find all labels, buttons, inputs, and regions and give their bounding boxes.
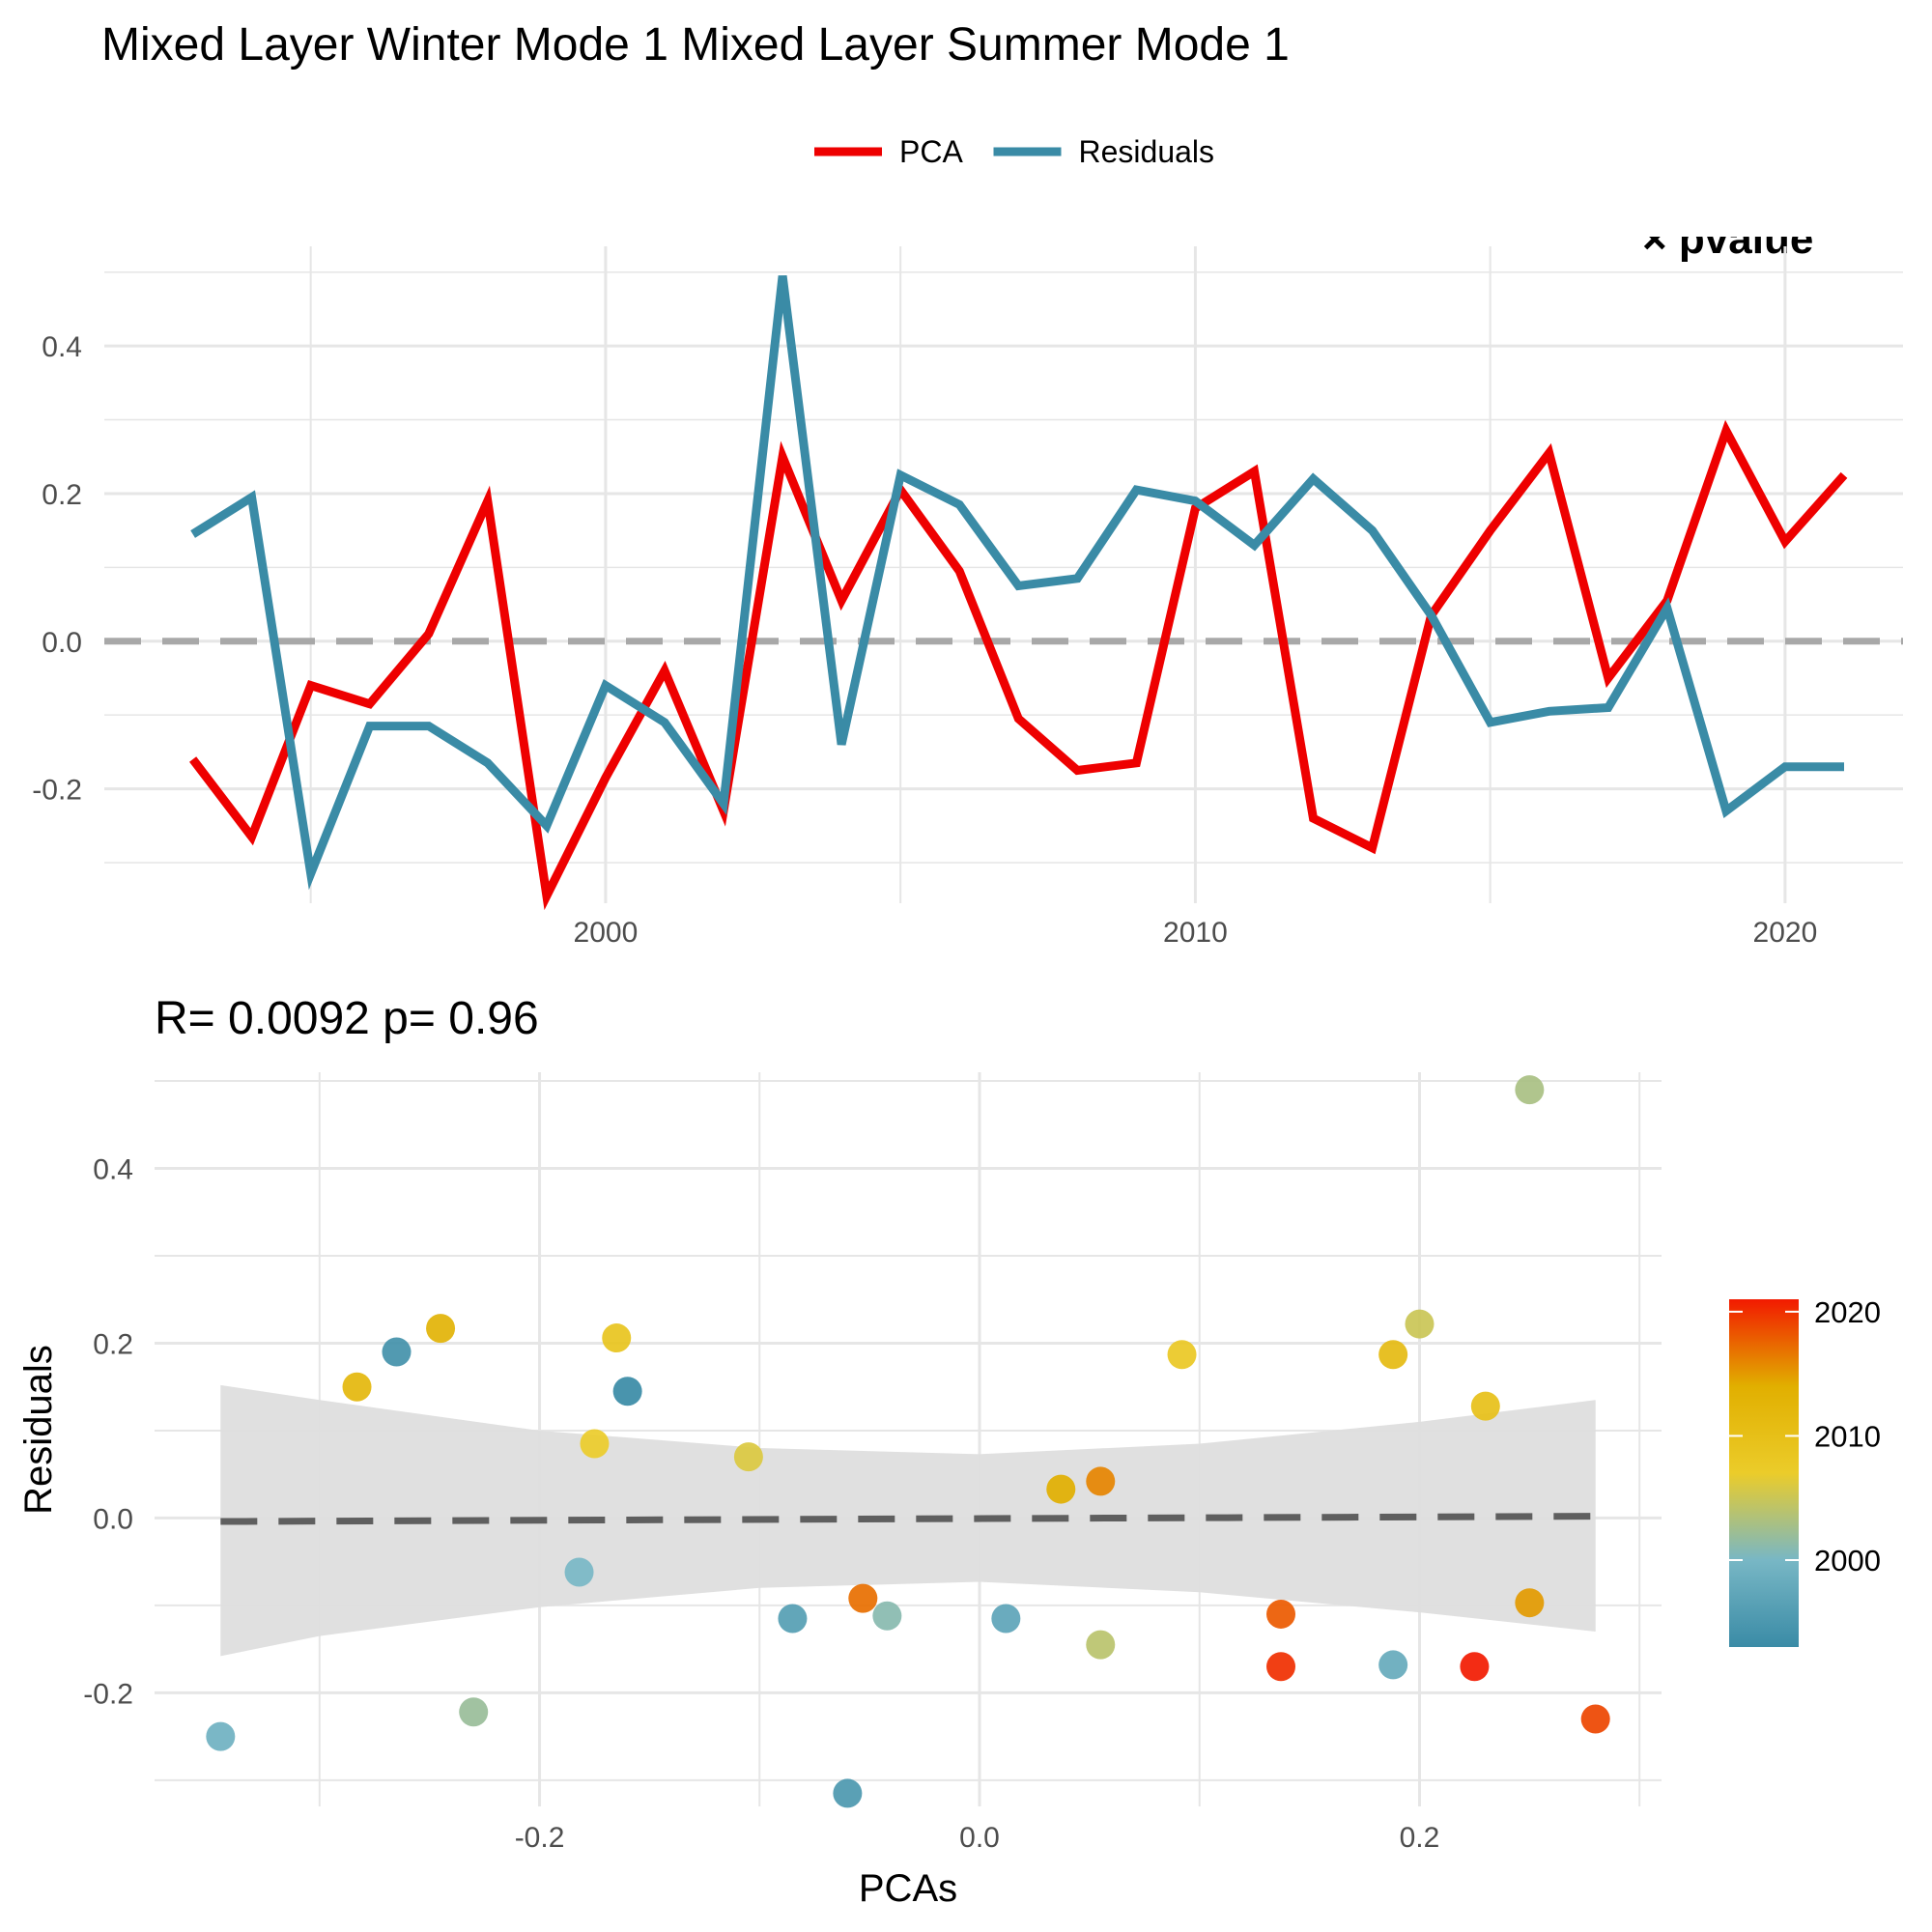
scatter-point [1266, 1652, 1296, 1682]
timeseries-x-tick-label: 2000 [574, 917, 639, 949]
scatter-point [848, 1583, 878, 1613]
colorbar-tick-label: 2020 [1814, 1295, 1881, 1329]
series-line-residuals [190, 275, 1844, 891]
legend-label-pca: PCA [899, 134, 963, 169]
scatter-y-tick-label: -0.2 [83, 1678, 133, 1710]
scatter-point [602, 1323, 632, 1353]
confidence-ribbon [220, 1384, 1596, 1657]
scatter-point [206, 1721, 236, 1751]
scatter-y-tick-label: 0.2 [93, 1328, 133, 1360]
timeseries-y-tick-label: 0.0 [42, 627, 82, 659]
scatter-point [778, 1604, 808, 1634]
scatter-y-tick-label: 0.0 [93, 1503, 133, 1535]
scatter-point [612, 1377, 642, 1406]
scatter-point [564, 1557, 594, 1587]
colorbar: 2000 2010 2020 [1729, 1295, 1881, 1647]
scatter-point [1167, 1340, 1197, 1370]
scatter-point [833, 1778, 863, 1808]
scatter-point [1470, 1391, 1500, 1421]
scatter-point [991, 1604, 1021, 1634]
corner-fragment: × pvalue [1642, 215, 1813, 263]
scatter-point [382, 1337, 412, 1367]
legend-label-residuals: Residuals [1079, 134, 1215, 169]
scatter-point [1515, 1075, 1545, 1105]
scatter-y-axis-title: Residuals [17, 1345, 60, 1515]
figure-title: Mixed Layer Winter Mode 1 Mixed Layer Su… [101, 19, 1290, 71]
scatter-point [580, 1429, 610, 1459]
timeseries-x-tick-label: 2010 [1163, 917, 1228, 949]
series-line-pca [189, 419, 1848, 911]
scatter-point [1460, 1652, 1490, 1682]
timeseries-y-tick-label: 0.2 [42, 479, 82, 511]
timeseries-y-tick-label: -0.2 [32, 775, 82, 807]
scatter-point [1378, 1340, 1408, 1370]
colorbar-tick-label: 2010 [1814, 1419, 1881, 1453]
scatter-point [1086, 1630, 1116, 1660]
scatter-point [872, 1601, 902, 1631]
scatter-point [733, 1442, 763, 1472]
scatter-point [1266, 1599, 1296, 1629]
scatter-x-tick-label: 0.0 [959, 1822, 1000, 1854]
scatter-point [1086, 1466, 1116, 1496]
timeseries-y-tick-label: 0.4 [42, 331, 82, 363]
scatter-point [1046, 1474, 1076, 1504]
colorbar-tick-label: 2000 [1814, 1544, 1881, 1577]
scatter-point [1580, 1704, 1610, 1734]
timeseries-x-tick-label: 2020 [1753, 917, 1818, 949]
colorbar-bar [1729, 1299, 1799, 1647]
scatter-panel: -0.2 0.0 0.2 0.4 -0.2 0.0 0.2 PCAs Residuals 2000… [17, 1072, 1881, 1910]
scatter-point [342, 1372, 372, 1402]
scatter-point [1405, 1309, 1435, 1339]
scatter-point [1378, 1650, 1408, 1680]
scatter-x-axis-title: PCAs [859, 1867, 957, 1910]
scatter-point [459, 1697, 489, 1727]
scatter-y-tick-label: 0.4 [93, 1154, 133, 1186]
stat-label: R= 0.0092 p= 0.96 [155, 993, 539, 1044]
scatter-x-tick-label: -0.2 [515, 1822, 565, 1854]
timeseries-panel: -0.2 0.0 0.2 0.4 2000 2010 2020 PCA Residuals [32, 134, 1903, 949]
scatter-point [1515, 1588, 1545, 1618]
scatter-x-tick-label: 0.2 [1400, 1822, 1440, 1854]
legend: PCA Residuals [814, 134, 1214, 169]
scatter-point [426, 1314, 456, 1344]
